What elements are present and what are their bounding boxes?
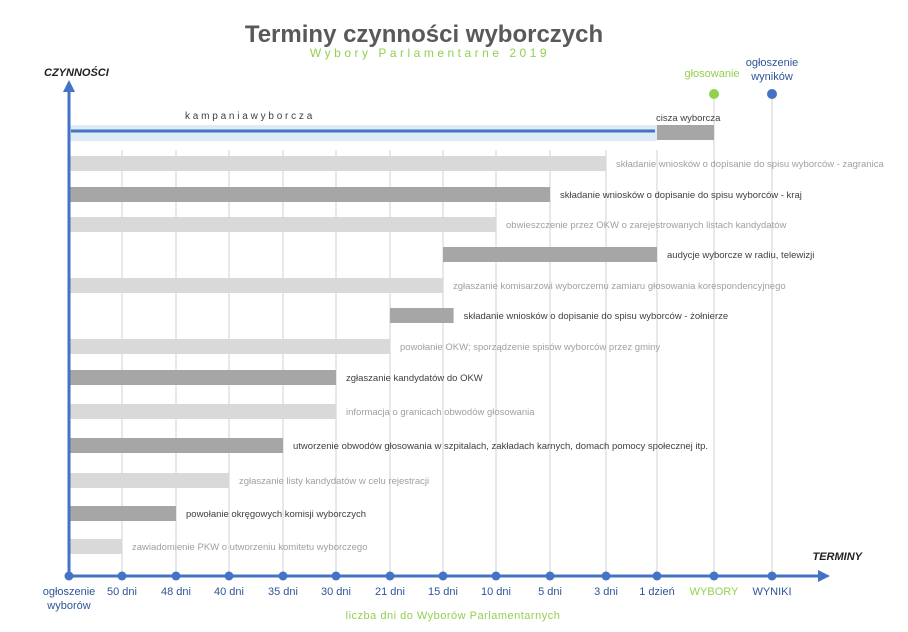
tick-dot bbox=[767, 571, 777, 581]
task-label: utworzenie obwodów głosowania w szpitala… bbox=[293, 441, 708, 452]
tick-label: 50 dni bbox=[107, 586, 137, 598]
task-bar bbox=[69, 339, 390, 354]
task-bar bbox=[443, 247, 657, 262]
tick-dot bbox=[652, 571, 662, 581]
task-bar bbox=[69, 156, 606, 171]
tick-dot bbox=[278, 571, 288, 581]
task-label: zgłaszanie komisarzowi wyborczemu zamiar… bbox=[453, 281, 786, 292]
tick-dot bbox=[224, 571, 234, 581]
task-label: powołanie OKW; sporządzenie spisów wybor… bbox=[400, 342, 660, 353]
tick-dot bbox=[117, 571, 127, 581]
task-label: obwieszczenie przez OKW o zarejestrowany… bbox=[506, 220, 787, 231]
tick-dot bbox=[385, 571, 395, 581]
task-label: zawiadomienie PKW o utworzeniu komitetu … bbox=[132, 542, 368, 553]
task-label: składanie wniosków o dopisanie do spisu … bbox=[616, 159, 884, 170]
task-label: powołanie okręgowych komisji wyborczych bbox=[186, 509, 366, 520]
x-axis-arrow bbox=[818, 570, 830, 582]
tick-dot bbox=[331, 571, 341, 581]
tick-label: 10 dni bbox=[481, 586, 511, 598]
tick-label: WYNIKI bbox=[752, 586, 791, 598]
tick-label: 1 dzień bbox=[639, 586, 674, 598]
milestone-label: wyników bbox=[750, 71, 793, 83]
tick-dot bbox=[171, 571, 181, 581]
milestone-label: głosowanie bbox=[684, 68, 739, 80]
tick-label: 48 dni bbox=[161, 586, 191, 598]
task-bar bbox=[69, 539, 122, 554]
task-bar bbox=[69, 187, 550, 202]
task-bar bbox=[390, 308, 454, 323]
tick-dot bbox=[438, 571, 448, 581]
x-axis-caption: liczba dni do Wyborów Parlamentarnych bbox=[346, 610, 561, 622]
task-bar bbox=[69, 506, 176, 521]
task-bar bbox=[69, 278, 443, 293]
y-axis-arrow bbox=[63, 80, 75, 92]
tick-dot bbox=[64, 571, 74, 581]
task-bar bbox=[69, 404, 336, 419]
task-label: zgłaszanie kandydatów do OKW bbox=[346, 373, 483, 384]
tick-dot bbox=[491, 571, 501, 581]
chart-subtitle: Wybory Parlamentarne 2019 bbox=[310, 46, 550, 60]
task-label: składanie wniosków o dopisanie do spisu … bbox=[464, 311, 729, 322]
task-label: składanie wniosków o dopisanie do spisu … bbox=[560, 190, 802, 201]
campaign-band bbox=[69, 125, 657, 141]
tick-label: WYBORY bbox=[690, 586, 739, 598]
task-label: cisza wyborcza bbox=[656, 113, 721, 124]
task-bar bbox=[69, 438, 283, 453]
tick-label: ogłoszenie bbox=[43, 586, 96, 598]
tick-dot bbox=[545, 571, 555, 581]
tick-dot bbox=[709, 571, 719, 581]
tick-label: 5 dni bbox=[538, 586, 562, 598]
chart-title: Terminy czynności wyborczych bbox=[245, 21, 603, 48]
campaign-label: k a m p a n i a w y b o r c z bbox=[185, 111, 313, 122]
x-axis-label: TERMINY bbox=[813, 551, 864, 563]
tick-label: 30 dni bbox=[321, 586, 351, 598]
task-bar bbox=[69, 370, 336, 385]
task-bar bbox=[657, 125, 714, 140]
milestone-dot bbox=[709, 89, 719, 99]
milestone-label: ogłoszenie bbox=[746, 57, 799, 69]
tick-label: 40 dni bbox=[214, 586, 244, 598]
task-label: audycje wyborcze w radiu, telewizji bbox=[667, 250, 814, 261]
task-bar bbox=[69, 217, 496, 232]
tick-dot bbox=[601, 571, 611, 581]
tick-label: 3 dni bbox=[594, 586, 618, 598]
tick-label: wyborów bbox=[46, 600, 90, 612]
milestone-dot bbox=[767, 89, 777, 99]
task-label: informacja o granicach obwodów głosowani… bbox=[346, 407, 535, 418]
task-label: zgłaszanie listy kandydatów w celu rejes… bbox=[239, 476, 429, 487]
task-bar bbox=[69, 473, 229, 488]
tick-label: 35 dni bbox=[268, 586, 298, 598]
y-axis-label: CZYNNOŚCI bbox=[44, 66, 110, 79]
tick-label: 15 dni bbox=[428, 586, 458, 598]
tick-label: 21 dni bbox=[375, 586, 405, 598]
